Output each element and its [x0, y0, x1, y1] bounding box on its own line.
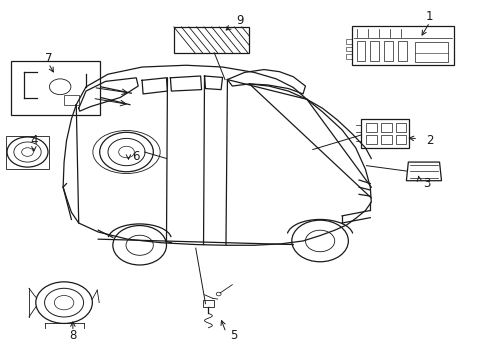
Bar — [397, 41, 406, 61]
Bar — [366, 123, 376, 132]
Bar — [360, 119, 408, 148]
Text: 5: 5 — [230, 329, 237, 342]
Bar — [345, 40, 351, 44]
Bar — [203, 300, 213, 307]
Text: 4: 4 — [30, 134, 38, 147]
Text: 1: 1 — [425, 10, 433, 23]
Bar — [395, 123, 406, 132]
Bar — [11, 61, 100, 116]
Text: 9: 9 — [235, 14, 243, 27]
Text: 7: 7 — [44, 51, 52, 64]
Bar — [370, 41, 379, 61]
Bar — [5, 136, 49, 169]
Bar — [384, 41, 392, 61]
Bar — [64, 95, 79, 105]
Bar — [351, 26, 453, 65]
Bar — [366, 135, 376, 144]
Bar — [356, 41, 365, 61]
Bar — [395, 135, 406, 144]
Bar — [414, 42, 447, 62]
Bar — [380, 123, 391, 132]
Bar — [173, 27, 249, 53]
Text: 2: 2 — [425, 134, 433, 147]
Bar — [380, 135, 391, 144]
Text: 8: 8 — [69, 329, 77, 342]
Text: 3: 3 — [423, 177, 430, 190]
Text: 6: 6 — [132, 150, 140, 163]
Bar — [345, 54, 351, 59]
Bar — [345, 46, 351, 51]
